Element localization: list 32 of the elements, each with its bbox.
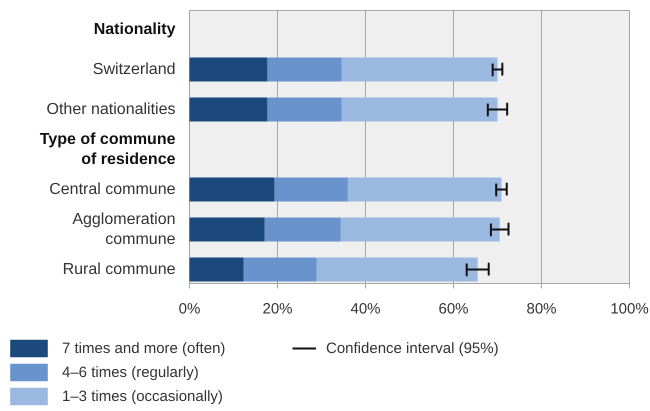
x-tick-label: 40% [350, 300, 381, 318]
bar [190, 218, 265, 242]
bar [342, 98, 498, 122]
x-tick-label: 0% [178, 300, 200, 318]
x-tick-label: 20% [262, 300, 293, 318]
legend-label: 1–3 times (occasionally) [62, 386, 223, 406]
bar [340, 218, 500, 242]
text: Confidence interval (95%) [326, 338, 499, 358]
legend-label: 4–6 times (regularly) [62, 362, 199, 382]
x-tick-label: 100% [610, 300, 649, 318]
bar [267, 98, 342, 122]
bar [316, 258, 478, 282]
bar [190, 98, 268, 122]
legend-label: 7 times and more (often) [62, 338, 226, 358]
y-tick-label: Agglomeration commune [72, 210, 176, 248]
bar [190, 178, 274, 202]
y-tick-label: Other nationalities [46, 101, 176, 118]
bar [264, 218, 341, 242]
bar [348, 178, 502, 202]
bar [190, 58, 268, 82]
bar [274, 178, 348, 202]
y-tick-label: Switzerland [92, 61, 176, 78]
y-tick-label: Central commune [49, 181, 176, 198]
x-tick-label: 60% [438, 300, 469, 318]
bar [190, 258, 244, 282]
bar [244, 258, 317, 282]
y-tick-label: Nationality [94, 21, 176, 38]
y-tick-label: Rural commune [62, 261, 176, 278]
bar [342, 58, 498, 82]
bar [267, 58, 342, 82]
y-tick-label: Type of commune of residence [40, 130, 176, 168]
x-tick-label: 80% [526, 300, 557, 318]
